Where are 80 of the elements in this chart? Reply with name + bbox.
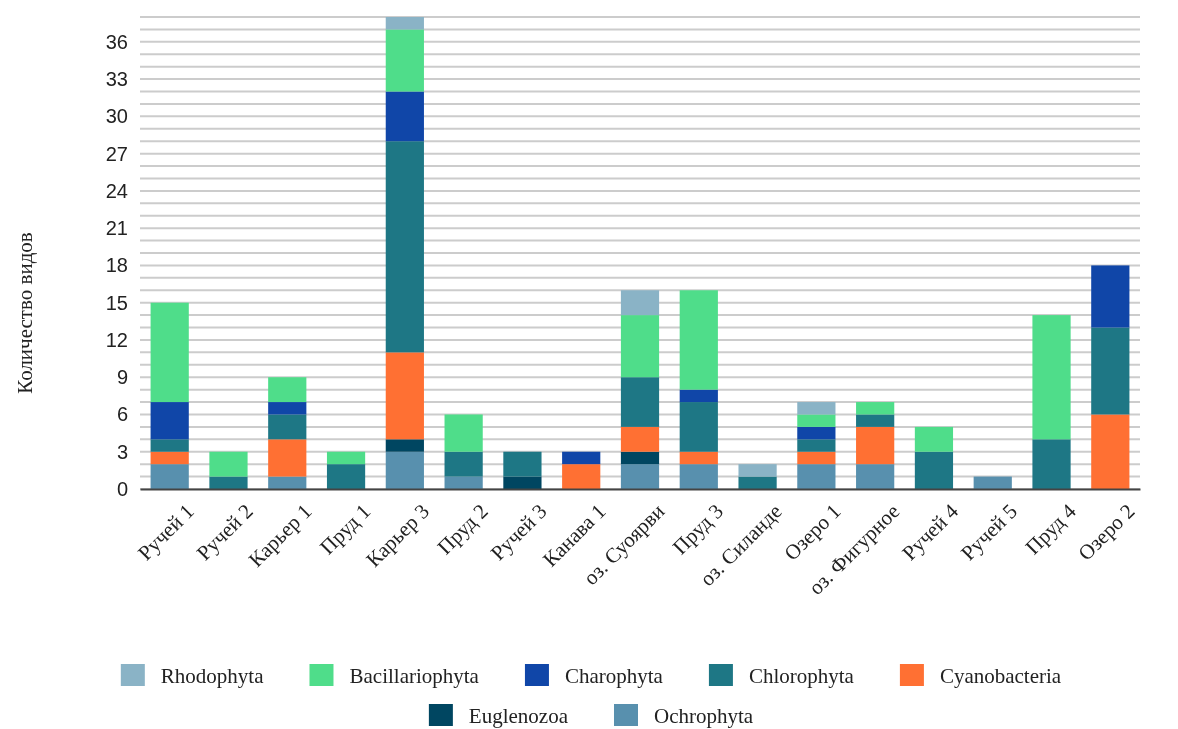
y-tick-label: 21 bbox=[105, 217, 128, 240]
bar bbox=[1091, 414, 1130, 489]
y-tick-label: 36 bbox=[105, 30, 128, 53]
bar bbox=[1032, 315, 1071, 440]
legend-label: Euglenozoa bbox=[468, 704, 569, 728]
bar bbox=[973, 476, 1012, 489]
bar bbox=[679, 402, 718, 452]
y-tick-label: 12 bbox=[105, 328, 128, 351]
bar bbox=[679, 389, 718, 403]
legend-label: Bacillariophyta bbox=[349, 664, 480, 688]
bar bbox=[797, 426, 836, 440]
bar bbox=[679, 464, 718, 489]
y-tick-label: 3 bbox=[116, 440, 128, 463]
y-axis-title: Количество видов bbox=[13, 232, 37, 394]
bar bbox=[209, 451, 248, 477]
bar bbox=[797, 439, 836, 452]
bar bbox=[797, 402, 836, 415]
y-tick-label: 27 bbox=[105, 142, 128, 165]
bar bbox=[562, 451, 601, 465]
bar bbox=[620, 464, 660, 489]
bar bbox=[1091, 265, 1130, 328]
bar bbox=[679, 451, 718, 465]
bar bbox=[797, 414, 836, 427]
bar bbox=[1091, 327, 1130, 415]
bar bbox=[679, 290, 718, 390]
bar bbox=[738, 464, 777, 477]
bar bbox=[150, 402, 189, 440]
bar bbox=[326, 464, 366, 489]
bar bbox=[268, 414, 307, 440]
y-tick-label: 33 bbox=[105, 68, 128, 91]
bar bbox=[856, 464, 895, 489]
bar bbox=[385, 17, 424, 30]
bar bbox=[444, 451, 483, 477]
y-tick-label: 6 bbox=[116, 403, 128, 426]
bar bbox=[620, 290, 660, 316]
legend-label: Ochrophyta bbox=[653, 704, 754, 728]
bar bbox=[385, 29, 424, 92]
y-tick-label: 24 bbox=[105, 179, 128, 202]
legend-label: Cyanobacteria bbox=[939, 664, 1062, 688]
bar bbox=[268, 439, 307, 477]
bar bbox=[444, 414, 483, 452]
bar bbox=[268, 476, 307, 489]
bar bbox=[1032, 439, 1071, 489]
bar bbox=[856, 426, 895, 465]
bar bbox=[150, 451, 189, 465]
bar bbox=[620, 377, 660, 427]
bar bbox=[914, 426, 954, 452]
bar bbox=[326, 451, 366, 465]
bar bbox=[209, 476, 248, 489]
bar bbox=[738, 476, 777, 489]
y-tick-label: 9 bbox=[116, 366, 128, 389]
bar bbox=[385, 352, 424, 440]
bar bbox=[150, 302, 189, 403]
bar bbox=[268, 377, 307, 403]
legend-label: Chlorophyta bbox=[748, 664, 855, 688]
bar bbox=[797, 451, 836, 465]
bar bbox=[503, 476, 542, 489]
legend-label: Charophyta bbox=[564, 664, 664, 688]
bar bbox=[562, 464, 601, 489]
y-tick-label: 0 bbox=[116, 477, 128, 500]
bar bbox=[385, 141, 424, 353]
bar bbox=[150, 464, 189, 489]
bar bbox=[620, 315, 660, 378]
bar bbox=[385, 451, 424, 489]
bar bbox=[856, 414, 895, 427]
y-tick-label: 18 bbox=[105, 254, 128, 277]
bar bbox=[385, 91, 424, 142]
bar bbox=[385, 439, 424, 452]
bar bbox=[856, 402, 895, 415]
bar bbox=[503, 451, 542, 477]
y-tick-label: 30 bbox=[105, 105, 128, 128]
bar bbox=[268, 402, 307, 415]
bar bbox=[914, 451, 954, 489]
bar bbox=[620, 451, 660, 465]
legend-label: Rhodophyta bbox=[160, 664, 265, 688]
bar bbox=[150, 439, 189, 452]
bar bbox=[797, 464, 836, 489]
bar bbox=[620, 426, 660, 452]
bar bbox=[444, 476, 483, 489]
y-tick-label: 15 bbox=[105, 291, 128, 314]
